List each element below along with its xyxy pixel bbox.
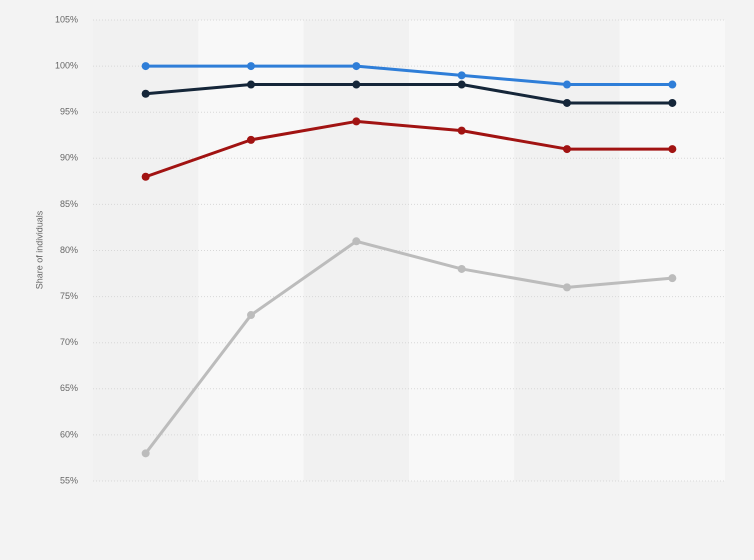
- y-tick-label: 75%: [60, 291, 78, 301]
- data-point: [352, 80, 361, 89]
- data-point: [247, 311, 255, 320]
- data-point: [141, 62, 150, 71]
- data-point: [668, 145, 677, 154]
- data-point: [457, 264, 466, 273]
- y-tick-label: 105%: [55, 14, 78, 24]
- y-tick-label: 95%: [60, 107, 78, 117]
- data-point: [247, 80, 255, 89]
- data-point: [141, 449, 150, 458]
- data-point: [457, 80, 466, 89]
- y-axis-label: Share of individuals: [34, 210, 44, 289]
- column-band: [198, 20, 304, 481]
- y-tick-label: 100%: [55, 60, 78, 70]
- data-point: [247, 135, 255, 144]
- data-point: [141, 172, 150, 181]
- data-point: [457, 71, 466, 80]
- data-point: [668, 98, 677, 107]
- data-point: [352, 237, 361, 246]
- data-point: [352, 62, 361, 71]
- data-point: [563, 145, 571, 154]
- data-point: [668, 274, 677, 283]
- data-point: [563, 98, 571, 107]
- data-point: [247, 62, 255, 71]
- series-line: [145, 83, 673, 105]
- y-tick-label: 65%: [60, 383, 78, 393]
- series-line: [145, 64, 673, 87]
- y-tick-label: 55%: [60, 475, 78, 485]
- series-line: [145, 119, 673, 179]
- data-point: [141, 89, 150, 98]
- data-point: [668, 80, 677, 89]
- data-point: [563, 283, 571, 292]
- y-tick-label: 60%: [60, 429, 78, 439]
- y-tick-label: 85%: [60, 199, 78, 209]
- data-point: [352, 117, 361, 126]
- series-line: [144, 239, 673, 455]
- y-tick-label: 80%: [60, 245, 78, 255]
- y-tick-label: 70%: [60, 337, 78, 347]
- data-point: [457, 126, 466, 135]
- data-point: [563, 80, 571, 89]
- y-tick-label: 90%: [60, 153, 78, 163]
